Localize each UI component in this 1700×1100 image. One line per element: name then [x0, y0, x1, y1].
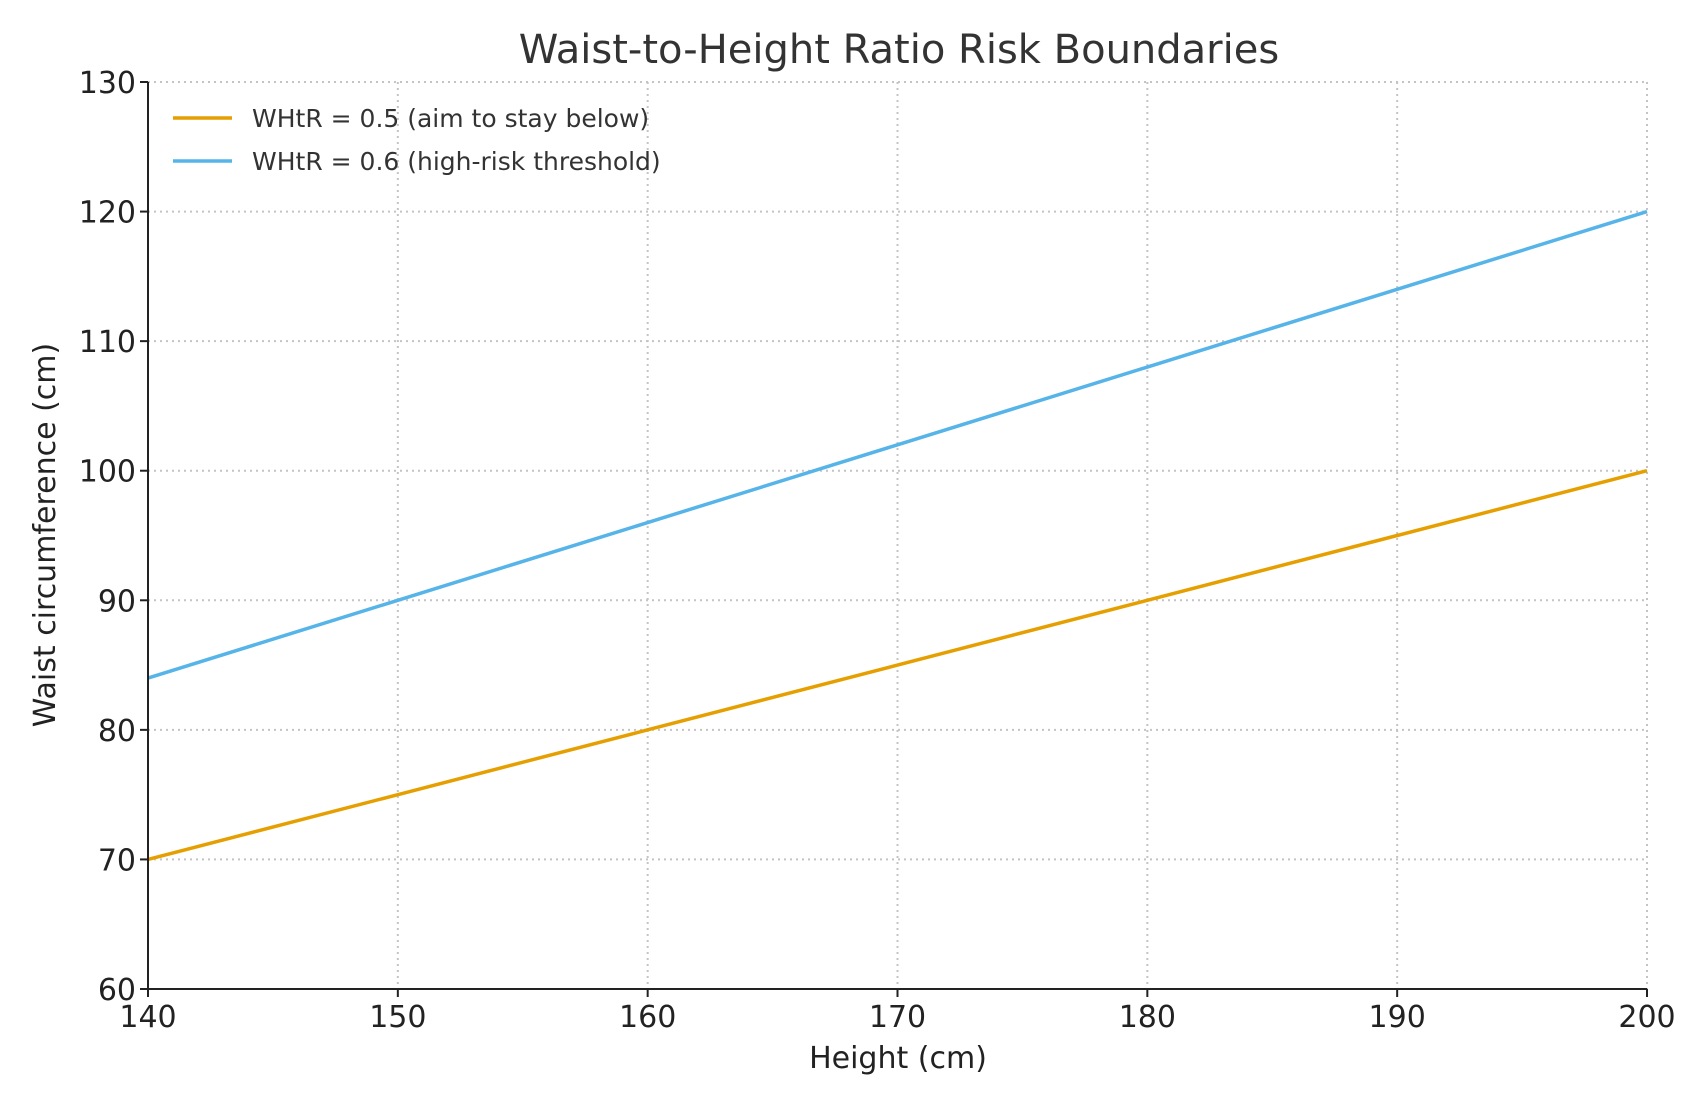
x-tick-label: 190	[1369, 1000, 1426, 1035]
y-tick-label: 120	[79, 196, 136, 231]
x-tick-label: 180	[1119, 1000, 1176, 1035]
series-line-1	[147, 469, 1648, 862]
y-tick-label: 100	[79, 455, 136, 490]
grid	[147, 81, 1648, 990]
series-line-2	[147, 209, 1648, 680]
legend-label-2: WHtR = 0.6 (high-risk threshold)	[252, 147, 661, 176]
y-tick-label: 70	[98, 843, 136, 878]
x-tick-label: 170	[869, 1000, 926, 1035]
legend: WHtR = 0.5 (aim to stay below) WHtR = 0.6…	[173, 104, 661, 176]
x-axis-label: Height (cm)	[809, 1041, 987, 1076]
x-tick-label: 150	[369, 1000, 426, 1035]
legend-label-1: WHtR = 0.5 (aim to stay below)	[252, 104, 649, 133]
x-tick-label: 140	[119, 1000, 176, 1035]
y-tick-label: 130	[79, 66, 136, 101]
y-tick-label: 110	[79, 325, 136, 360]
series-layer	[147, 209, 1648, 862]
y-ticks: 60 70 80 90 100 110 120 130	[79, 66, 148, 1008]
x-tick-label: 160	[619, 1000, 676, 1035]
x-tick-label: 200	[1618, 1000, 1675, 1035]
y-axis-label: Waist circumference (cm)	[28, 343, 63, 727]
x-ticks: 140 150 160 170 180 190 200	[119, 989, 1676, 1035]
chart-title: Waist-to-Height Ratio Risk Boundaries	[519, 27, 1279, 73]
axes	[147, 82, 1647, 990]
y-tick-label: 90	[98, 584, 136, 619]
y-tick-label: 60	[98, 973, 136, 1008]
y-tick-label: 80	[98, 714, 136, 749]
